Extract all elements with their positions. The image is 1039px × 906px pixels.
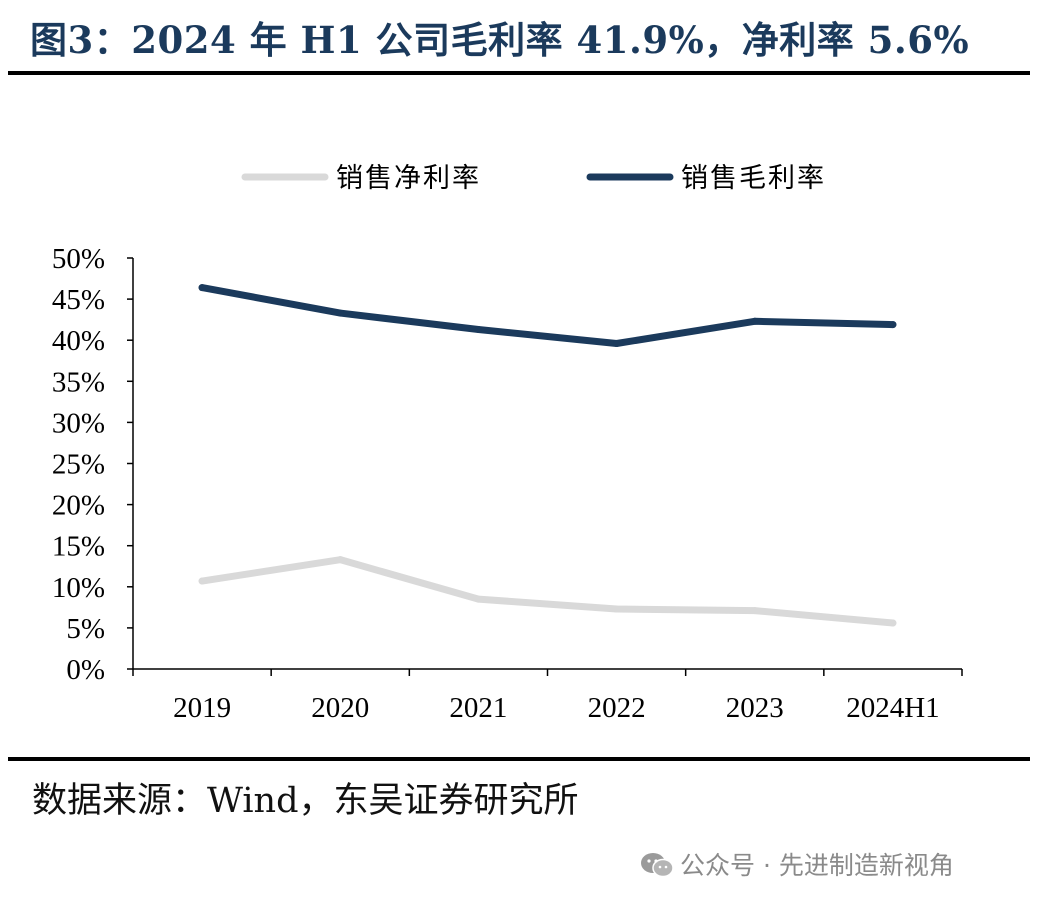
- wechat-icon: [641, 853, 674, 878]
- x-tick-label: 2022: [588, 692, 646, 724]
- page-title: 图3：2024 年 H1 公司毛利率 41.9%，净利率 5.6%: [30, 18, 970, 62]
- data-point: [198, 284, 206, 292]
- data-point: [889, 619, 897, 627]
- y-tick-label: 25%: [52, 449, 105, 481]
- y-axis: 0% 5% 10% 15% 20% 25% 30% 35% 40% 45% 50%: [52, 243, 134, 686]
- legend-label: 销售净利率: [336, 163, 481, 194]
- x-tick-label: 2024H1: [846, 692, 939, 724]
- data-point: [751, 317, 759, 325]
- data-point: [889, 321, 897, 329]
- y-tick-label: 45%: [52, 284, 105, 316]
- watermark-text: 公众号 · 先进制造新视角: [680, 851, 954, 880]
- y-tick-label: 5%: [66, 613, 105, 645]
- watermark: 公众号 · 先进制造新视角: [640, 846, 954, 882]
- x-axis: 2019 2020 2021 2022 2023 2024H1: [132, 668, 963, 724]
- y-tick-label: 30%: [52, 407, 105, 439]
- x-tick-label: 2023: [726, 692, 784, 724]
- y-tick-label: 0%: [66, 654, 105, 686]
- y-tick-label: 10%: [52, 572, 105, 604]
- chart-legend: 销售净利率 销售毛利率: [241, 163, 826, 194]
- series-line-1: [198, 284, 897, 347]
- legend-label: 销售毛利率: [681, 163, 826, 194]
- series-line-0: [198, 556, 897, 627]
- source-note: 数据来源：Wind，东吴证券研究所: [32, 781, 579, 821]
- bottom-rule: [8, 757, 1030, 761]
- x-tick-label: 2021: [449, 692, 507, 724]
- data-point: [613, 605, 621, 613]
- y-tick-label: 20%: [52, 490, 105, 522]
- data-point: [474, 595, 482, 603]
- y-tick-label: 40%: [52, 325, 105, 357]
- x-tick-label: 2020: [311, 692, 369, 724]
- data-point: [198, 577, 206, 585]
- data-point: [336, 556, 344, 564]
- data-point: [474, 326, 482, 334]
- x-tick-label: 2019: [173, 692, 231, 724]
- data-point: [751, 607, 759, 615]
- series-lines: [198, 284, 897, 627]
- data-point: [613, 339, 621, 347]
- y-tick-label: 35%: [52, 366, 105, 398]
- y-tick-label: 15%: [52, 531, 105, 563]
- y-tick-label: 50%: [52, 243, 105, 275]
- data-point: [336, 309, 344, 317]
- top-rule: [8, 71, 1030, 75]
